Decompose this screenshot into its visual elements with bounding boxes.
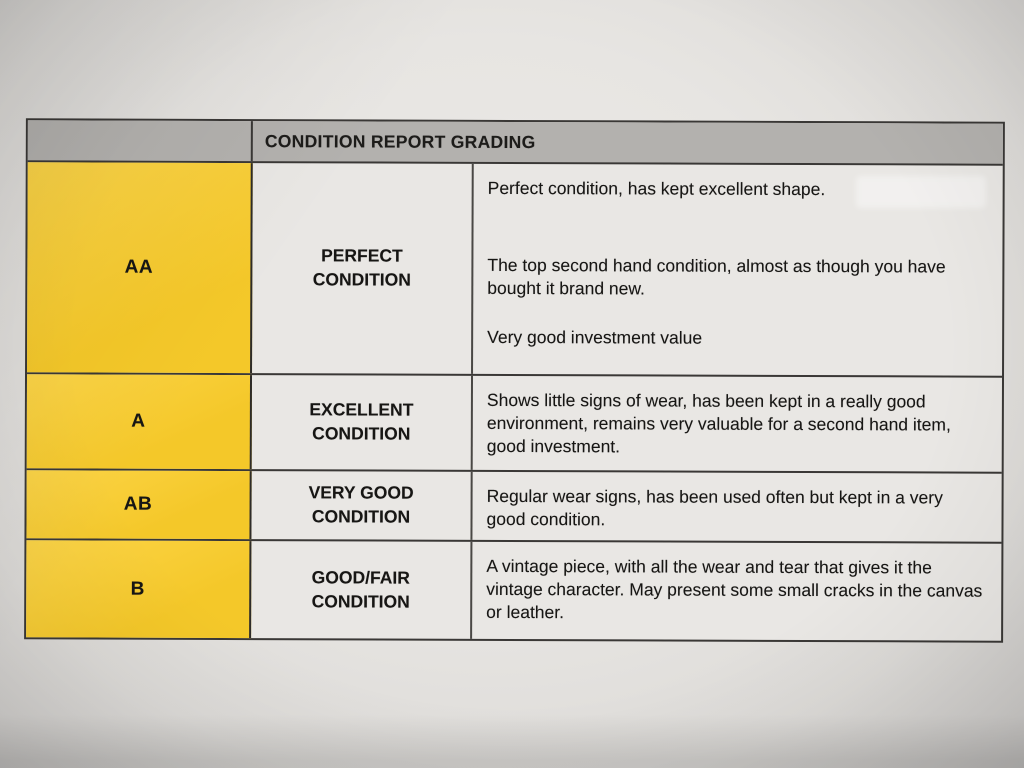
grade-cell-a: A bbox=[26, 374, 253, 470]
description-paragraph: Shows little signs of wear, has been kep… bbox=[486, 389, 951, 457]
description-cell-a: Shows little signs of wear, has been kep… bbox=[473, 376, 1002, 472]
description-cell-ab: Regular wear signs, has been used often … bbox=[472, 472, 1001, 542]
whiteout-patch bbox=[856, 176, 986, 208]
grade-cell-b: B bbox=[26, 540, 252, 639]
table-header: CONDITION REPORT GRADING bbox=[27, 120, 1003, 164]
grade-cell-aa: AA bbox=[27, 162, 253, 374]
description-paragraph: The top second hand condition, almost as… bbox=[487, 254, 946, 299]
condition-cell-aa: PERFECT CONDITION bbox=[252, 163, 474, 374]
condition-cell-a: EXCELLENT CONDITION bbox=[251, 375, 474, 470]
table-row-ab: AB VERY GOOD CONDITION Regular wear sign… bbox=[26, 468, 1002, 542]
condition-cell-ab: VERY GOOD CONDITION bbox=[251, 471, 473, 540]
grade-cell-ab: AB bbox=[26, 470, 252, 540]
condition-cell-b: GOOD/FAIR CONDITION bbox=[251, 541, 473, 639]
table-row-a: A EXCELLENT CONDITION Shows little signs… bbox=[26, 372, 1003, 472]
table-title: CONDITION REPORT GRADING bbox=[264, 130, 536, 152]
table-row-b: B GOOD/FAIR CONDITION A vintage piece, w… bbox=[26, 538, 1002, 641]
description-paragraph: Very good investment value bbox=[487, 327, 703, 348]
description-paragraph: A vintage piece, with all the wear and t… bbox=[486, 555, 983, 623]
description-cell-b: A vintage piece, with all the wear and t… bbox=[472, 542, 1001, 641]
description-paragraph: Regular wear signs, has been used often … bbox=[486, 485, 943, 530]
header-spacer bbox=[27, 120, 253, 162]
